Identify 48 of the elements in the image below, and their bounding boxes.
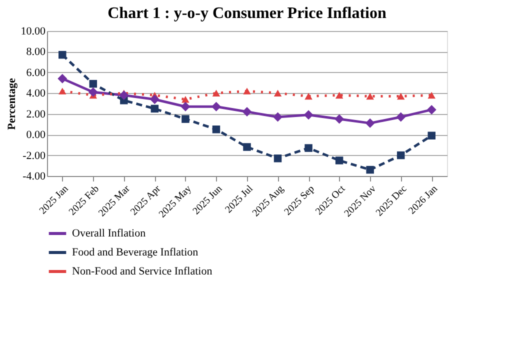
y-tick-label: -4.00: [22, 170, 46, 182]
point: [428, 92, 436, 99]
point: [366, 166, 374, 174]
point: [273, 112, 283, 122]
point: [58, 50, 66, 59]
point: [182, 115, 190, 123]
point: [304, 144, 312, 152]
point: [150, 104, 159, 113]
point: [88, 87, 98, 97]
point: [396, 112, 406, 122]
legend-label: Food and Beverage Inflation: [72, 246, 199, 258]
y-tick-label: 8.00: [26, 46, 46, 58]
legend-label: Overall Inflation: [72, 228, 146, 240]
y-tick-label: 2.00: [26, 108, 46, 120]
point: [335, 156, 344, 164]
y-tick-label: -2.00: [22, 150, 46, 162]
point: [89, 80, 98, 88]
point: [58, 88, 66, 94]
point: [304, 110, 314, 120]
point: [396, 92, 405, 100]
point: [150, 94, 160, 104]
point: [180, 102, 190, 112]
point: [428, 132, 436, 140]
y-axis-title: Percentage: [6, 78, 18, 130]
point: [274, 90, 282, 96]
chart-title: Chart 1 : y-o-y Consumer Price Inflation: [108, 5, 386, 22]
point: [426, 104, 436, 114]
point: [212, 90, 220, 96]
point: [58, 74, 68, 84]
point: [212, 126, 220, 134]
point: [243, 88, 251, 94]
y-tick-label: 10.00: [20, 26, 46, 38]
point: [182, 96, 190, 103]
point: [211, 102, 221, 112]
point: [119, 90, 129, 100]
y-tick-label: 0.00: [26, 129, 46, 142]
point: [274, 154, 282, 162]
point: [243, 143, 251, 151]
point: [304, 92, 312, 100]
point: [335, 92, 344, 99]
point: [366, 92, 374, 100]
point: [365, 118, 375, 128]
point: [334, 114, 344, 124]
point: [242, 107, 252, 117]
y-tick-label: 4.00: [26, 88, 46, 100]
point: [396, 151, 405, 160]
y-tick-label: 6.00: [26, 66, 46, 79]
legend-label: Non-Food and Service Inflation: [72, 266, 213, 278]
